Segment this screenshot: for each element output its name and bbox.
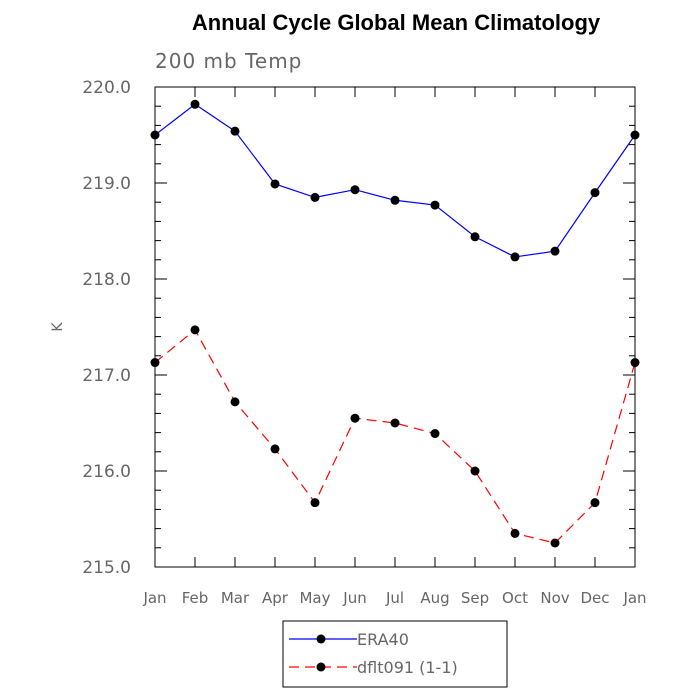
legend-label: ERA40 (357, 630, 409, 649)
data-point (350, 413, 360, 423)
axis-ticks (154, 86, 636, 568)
data-point (470, 232, 480, 242)
y-tick-label: 219.0 (82, 174, 131, 194)
chart-title: Annual Cycle Global Mean Climatology (192, 10, 601, 35)
legend-item: dflt091 (1-1) (289, 658, 458, 677)
y-tick-label: 216.0 (82, 462, 131, 482)
series-line (154, 328, 636, 544)
x-tick-label: Jan (142, 589, 166, 607)
data-point (470, 466, 480, 476)
data-point (550, 246, 560, 256)
x-tick-label: Aug (420, 589, 449, 607)
x-tick-label: Feb (182, 589, 209, 607)
x-tick-label: Oct (502, 589, 528, 607)
data-point (390, 418, 400, 428)
y-tick-label: 218.0 (82, 270, 131, 290)
data-point (310, 192, 320, 202)
y-tick-label: 217.0 (82, 366, 131, 386)
x-tick-label: Nov (540, 589, 569, 607)
plot-frame (154, 86, 636, 568)
chart-subtitle: 200 mb Temp (155, 49, 302, 73)
data-point (310, 498, 320, 508)
data-point (510, 528, 520, 538)
series-1 (150, 99, 640, 262)
data-point (270, 444, 280, 454)
series-2 (150, 325, 640, 548)
x-tick-label: Jul (385, 589, 404, 607)
x-tick-label: May (299, 589, 330, 607)
series-line (154, 103, 636, 258)
data-point (390, 195, 400, 205)
data-point (270, 179, 280, 189)
data-point (550, 538, 560, 548)
data-point (510, 252, 520, 262)
legend-label: dflt091 (1-1) (357, 658, 458, 677)
series-layer (150, 99, 640, 548)
data-point (190, 99, 200, 109)
x-tick-label: Mar (221, 589, 250, 607)
x-tick-label: Dec (580, 589, 609, 607)
data-point (590, 188, 600, 198)
x-tick-label: Sep (461, 589, 489, 607)
y-tick-label: 220.0 (82, 78, 131, 98)
data-point (230, 126, 240, 136)
x-tick-label: Jun (342, 589, 366, 607)
legend-marker (316, 662, 326, 672)
data-point (430, 429, 440, 439)
y-tick-labels: 215.0 216.0 217.0 218.0 219.0 220.0 (82, 78, 131, 578)
data-point (190, 325, 200, 335)
legend-box (282, 620, 508, 688)
x-tick-label: Jan (622, 589, 646, 607)
data-point (590, 498, 600, 508)
data-point (230, 397, 240, 407)
y-axis-label: K (50, 322, 66, 332)
legend: ERA40 dflt091 (1-1) (282, 620, 508, 688)
legend-items: ERA40 dflt091 (1-1) (289, 630, 458, 677)
y-tick-label: 215.0 (82, 558, 131, 578)
x-tick-label: Apr (262, 589, 289, 607)
legend-item: ERA40 (289, 630, 409, 649)
data-point (430, 200, 440, 210)
data-point (350, 185, 360, 195)
legend-marker (316, 634, 326, 644)
x-tick-labels: Jan Feb Mar Apr May Jun Jul Aug Sep Oct Nov Dec Jan (142, 589, 646, 607)
